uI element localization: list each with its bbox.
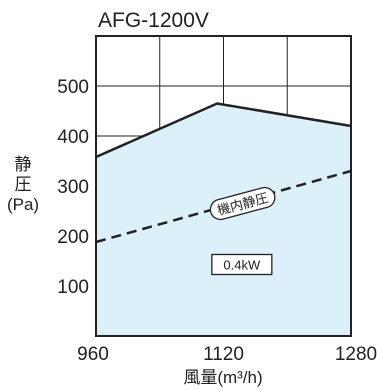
performance-area (96, 103, 351, 336)
performance-curve (95, 102, 352, 159)
y-axis-label-line: 圧 (15, 175, 32, 194)
y-axis-label: 静圧(Pa) (7, 155, 39, 214)
y-tick-label: 100 (57, 277, 89, 298)
chart-title: AFG-1200V (98, 9, 209, 32)
x-tick-label: 960 (77, 344, 109, 365)
x-tick-labels: 960 1120 1280 (77, 344, 377, 365)
y-tick-label: 500 (57, 77, 89, 98)
y-tick-label: 400 (57, 127, 89, 148)
y-tick-label: 300 (57, 177, 89, 198)
x-axis-label: 風量(m³/h) (183, 368, 262, 387)
y-tick-labels: 100 200 300 400 500 (57, 77, 89, 298)
y-tick-label: 200 (57, 227, 89, 248)
power-label-text: 0.4kW (223, 258, 261, 273)
x-tick-label: 1280 (335, 344, 377, 365)
y-axis-label-line: 静 (15, 155, 32, 174)
y-axis-label-line: (Pa) (7, 195, 39, 214)
plot-frame (95, 35, 352, 337)
power-label-box (211, 253, 273, 276)
x-tick-label: 1120 (203, 344, 244, 365)
